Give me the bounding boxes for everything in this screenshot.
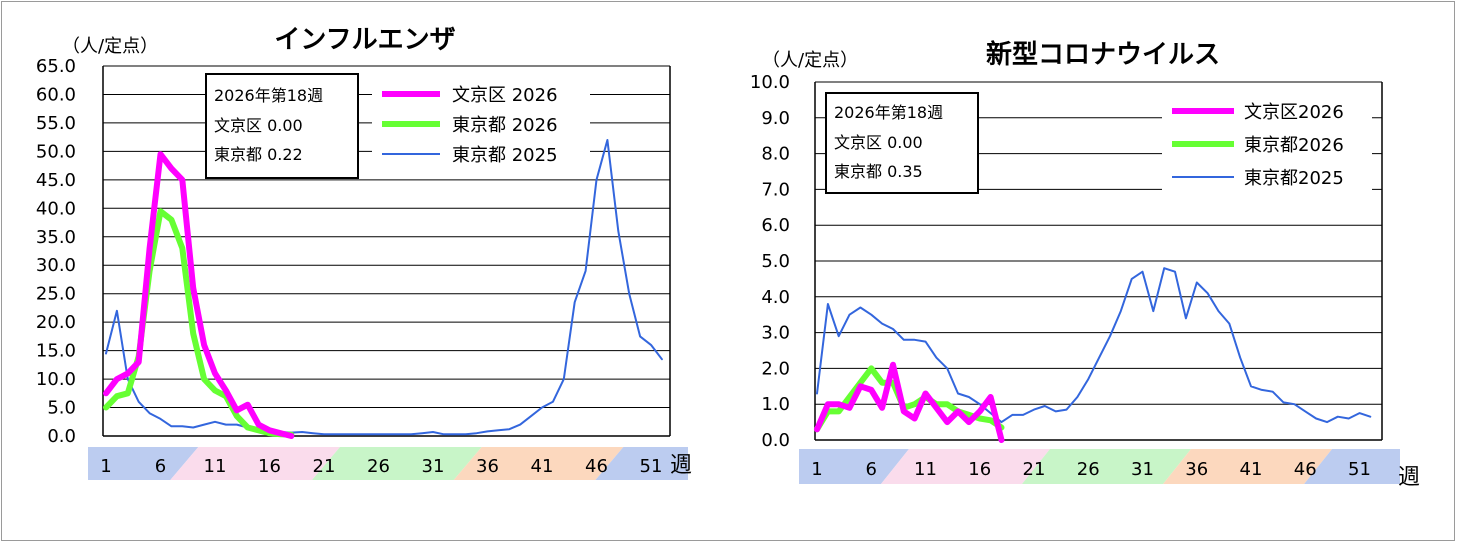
y-tick-label: 5.0 <box>47 398 76 419</box>
covid-x-ticks: 1 6 11 16 21 26 31 36 41 46 51 <box>811 459 1371 480</box>
influenza-title: インフルエンザ <box>274 25 455 55</box>
covid-legend: 文京区2026 東京都2026 東京都2025 <box>1162 96 1372 192</box>
y-tick-label: 4.0 <box>761 287 790 308</box>
y-tick-label: 25.0 <box>36 284 76 305</box>
y-tick-label: 1.0 <box>761 394 790 415</box>
y-tick-label: 40.0 <box>36 198 76 219</box>
autumn-band <box>453 447 624 480</box>
influenza-legend-bunkyo-2026: 文京区 2026 <box>452 85 558 106</box>
x-tick-label: 16 <box>968 459 991 480</box>
series-line-0 <box>814 361 1005 443</box>
y-tick-label: 0.0 <box>761 430 790 451</box>
influenza-stats-bunkyo: 文京区 0.00 <box>214 116 303 135</box>
y-tick-label: 9.0 <box>761 108 790 129</box>
series-line-1 <box>814 365 1005 433</box>
y-tick-label: 20.0 <box>36 312 76 333</box>
winter-band <box>88 447 199 480</box>
y-tick-label: 2.0 <box>761 358 790 379</box>
x-tick-label: 51 <box>1348 459 1371 480</box>
y-tick-label: 55.0 <box>36 113 76 134</box>
x-tick-label: 11 <box>914 459 937 480</box>
x-tick-label: 36 <box>1185 459 1208 480</box>
x-tick-label: 41 <box>1240 459 1263 480</box>
x-tick-label: 21 <box>313 456 336 477</box>
x-tick-label: 36 <box>476 456 499 477</box>
influenza-legend-tokyo-2025: 東京都 2025 <box>452 145 558 166</box>
covid-week-bands <box>799 449 1400 484</box>
winter-end-band <box>1304 449 1400 484</box>
covid-stats-tokyo: 東京都 0.35 <box>834 162 923 181</box>
covid-chart: 新型コロナウイルス （人/定点） 0.0 1.0 2.0 3.0 4.0 5.0 6.0 7.… <box>750 39 1420 490</box>
x-tick-label: 1 <box>100 456 111 477</box>
influenza-x-label: 週 <box>670 453 692 478</box>
y-tick-label: 10.0 <box>36 369 76 390</box>
x-tick-label: 1 <box>811 459 822 480</box>
spring-band <box>880 449 1050 484</box>
y-tick-label: 50.0 <box>36 141 76 162</box>
influenza-week-bands <box>88 447 688 480</box>
influenza-stats-frame <box>205 73 359 179</box>
covid-stats-week: 2026年第18週 <box>834 103 943 122</box>
influenza-legend-tokyo-2026: 東京都 2026 <box>452 115 558 136</box>
influenza-stats-tokyo: 東京都 0.22 <box>214 145 303 164</box>
covid-series <box>814 267 1372 443</box>
winter-band <box>799 449 909 484</box>
covid-y-ticks: 0.0 1.0 2.0 3.0 4.0 5.0 6.0 7.0 8.0 9.0 10.0 <box>750 72 790 451</box>
y-tick-label: 6.0 <box>761 215 790 236</box>
x-tick-label: 31 <box>1131 459 1154 480</box>
y-tick-label: 35.0 <box>36 227 76 248</box>
spring-band <box>170 447 340 480</box>
x-tick-label: 31 <box>422 456 445 477</box>
covid-x-label: 週 <box>1398 465 1420 490</box>
y-tick-label: 60.0 <box>36 84 76 105</box>
x-tick-label: 46 <box>1294 459 1317 480</box>
x-tick-label: 51 <box>640 456 663 477</box>
covid-title: 新型コロナウイルス <box>986 39 1220 70</box>
y-tick-label: 5.0 <box>761 251 790 272</box>
covid-legend-tokyo-2026: 東京都2026 <box>1244 135 1344 156</box>
series-line-2 <box>105 139 663 436</box>
y-tick-label: 7.0 <box>761 179 790 200</box>
x-tick-label: 46 <box>585 456 608 477</box>
x-tick-label: 41 <box>531 456 554 477</box>
y-tick-label: 30.0 <box>36 255 76 276</box>
winter-end-band <box>595 447 688 480</box>
x-tick-label: 6 <box>155 456 166 477</box>
influenza-x-ticks: 1 6 11 16 21 26 31 36 41 46 51 <box>100 456 662 477</box>
influenza-legend: 文京区 2026 東京都 2026 東京都 2025 <box>372 78 590 170</box>
influenza-stats-box: 2026年第18週 文京区 0.00 東京都 0.22 <box>205 73 359 179</box>
y-tick-label: 10.0 <box>750 72 790 93</box>
series-line-2 <box>816 267 1372 424</box>
y-tick-label: 0.0 <box>47 426 76 447</box>
x-tick-label: 21 <box>1023 459 1046 480</box>
y-tick-label: 45.0 <box>36 170 76 191</box>
y-tick-label: 3.0 <box>761 323 790 344</box>
y-tick-label: 65.0 <box>36 56 76 77</box>
summer-band <box>1022 449 1192 484</box>
x-tick-label: 6 <box>866 459 877 480</box>
x-tick-label: 26 <box>1077 459 1100 480</box>
series-line-0 <box>103 151 295 439</box>
covid-legend-tokyo-2025: 東京都2025 <box>1244 168 1344 189</box>
influenza-stats-week: 2026年第18週 <box>214 86 323 105</box>
influenza-y-unit: （人/定点） <box>62 36 158 57</box>
covid-legend-bunkyo-2026: 文京区2026 <box>1244 102 1344 123</box>
influenza-chart: インフルエンザ （人/定点） 0.0 5.0 10.0 15.0 20.0 25.0 30.… <box>36 25 692 480</box>
influenza-series <box>103 139 663 439</box>
y-tick-label: 15.0 <box>36 341 76 362</box>
influenza-y-ticks: 0.0 5.0 10.0 15.0 20.0 25.0 30.0 35.0 40.0 45.0 50… <box>36 56 76 447</box>
autumn-band <box>1163 449 1333 484</box>
covid-y-unit: （人/定点） <box>762 50 858 71</box>
covid-stats-bunkyo: 文京区 0.00 <box>834 133 923 152</box>
covid-stats-box: 2026年第18週 文京区 0.00 東京都 0.35 <box>825 92 979 194</box>
x-tick-label: 11 <box>204 456 227 477</box>
y-tick-label: 8.0 <box>761 144 790 165</box>
x-tick-label: 16 <box>258 456 281 477</box>
covid-stats-frame <box>825 92 979 194</box>
summer-band <box>312 447 482 480</box>
x-tick-label: 26 <box>367 456 390 477</box>
